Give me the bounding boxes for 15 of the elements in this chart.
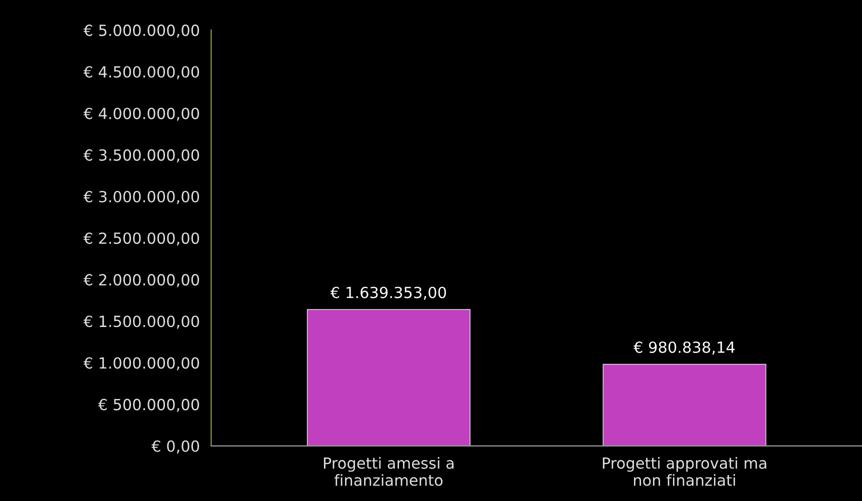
y-tick-label: € 4.500.000,00	[83, 66, 200, 80]
y-tick-label: € 1.000.000,00	[83, 357, 200, 370]
y-tick-label: € 0,00	[151, 440, 200, 454]
x-tick-label: Progetti approvati ma non finanziati	[602, 457, 766, 486]
y-tick-label: € 500.000,00	[98, 398, 200, 412]
y-tick-label: € 2.500.000,00	[83, 232, 200, 246]
y-tick-label: € 3.500.000,00	[83, 149, 200, 162]
y-tick-label: € 2.000.000,00	[83, 274, 200, 288]
data-label: € 1.639.353,00	[330, 286, 446, 300]
x-tick-label: Progetti amessi a finanziamento	[324, 457, 454, 486]
y-tick-label: € 1.500.000,00	[83, 316, 200, 329]
y-tick-label: € 5.000.000,00	[83, 24, 200, 38]
y-tick-label: € 4.000.000,00	[83, 108, 200, 121]
y-tick-label: € 3.000.000,00	[83, 190, 200, 204]
data-label: € 980.838,14	[633, 341, 735, 355]
